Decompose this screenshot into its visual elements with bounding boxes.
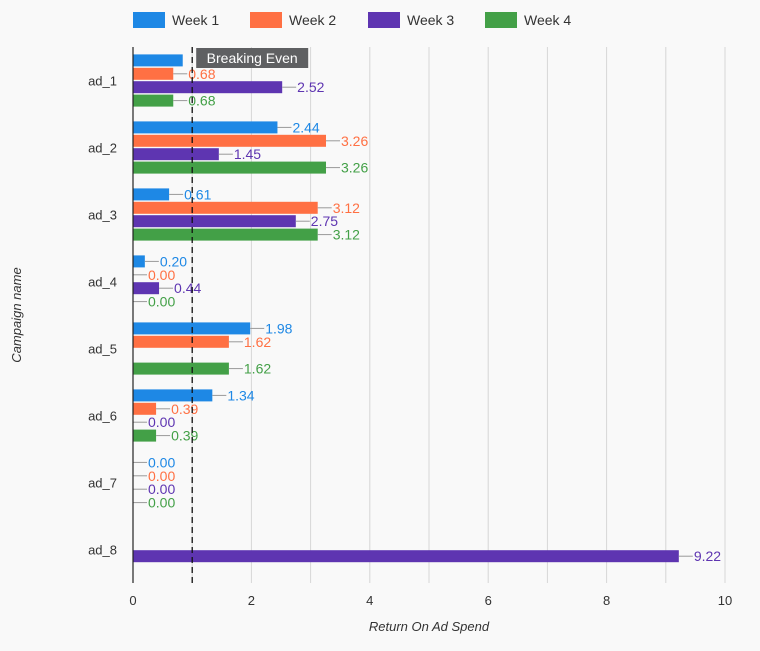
- legend-swatch: [250, 12, 282, 28]
- legend-swatch: [485, 12, 517, 28]
- bar[interactable]: [133, 81, 283, 94]
- axes: 0 2 4 6 8 10 ad_1 ad_2 ad_3 ad_4 ad_5 ad_6 ad_7 ad_8: [88, 47, 732, 608]
- y-tick-label: ad_6: [88, 409, 117, 424]
- bar[interactable]: [133, 215, 296, 228]
- y-tick-label: ad_7: [88, 476, 117, 491]
- data-label: 0.00: [148, 267, 175, 283]
- data-label: 0.00: [148, 495, 175, 511]
- bar[interactable]: [133, 429, 157, 442]
- legend-item[interactable]: Week 1: [172, 12, 219, 28]
- data-label: 0.44: [174, 280, 201, 296]
- legend-item[interactable]: Week 4: [524, 12, 571, 28]
- bars: [133, 54, 679, 563]
- y-tick-label: ad_3: [88, 208, 117, 223]
- bar[interactable]: [133, 161, 326, 174]
- data-label: 1.98: [265, 320, 292, 336]
- data-label: 3.26: [341, 160, 368, 176]
- data-label: 0.00: [148, 294, 175, 310]
- bar[interactable]: [133, 362, 229, 375]
- y-tick-label: ad_4: [88, 275, 117, 290]
- breaking-even-line: Breaking Even: [191, 47, 309, 583]
- y-axis-title: Campaign name: [9, 267, 24, 362]
- y-tick-label: ad_2: [88, 141, 117, 156]
- legend-swatch: [368, 12, 400, 28]
- bar[interactable]: [133, 67, 174, 80]
- bar[interactable]: [133, 134, 326, 147]
- data-label: 0.68: [188, 66, 215, 82]
- bar[interactable]: [133, 255, 145, 268]
- x-tick-label: 0: [129, 593, 136, 608]
- data-label: 0.39: [171, 428, 198, 444]
- bar[interactable]: [133, 389, 213, 402]
- legend-swatch: [133, 12, 165, 28]
- data-label: 1.62: [244, 361, 271, 377]
- data-label: 0.00: [148, 481, 175, 497]
- bar[interactable]: [133, 54, 183, 67]
- data-label: 2.44: [292, 119, 319, 135]
- data-label: 0.20: [160, 253, 187, 269]
- y-tick-label: ad_1: [88, 74, 117, 89]
- x-tick-label: 8: [603, 593, 610, 608]
- x-tick-label: 4: [366, 593, 373, 608]
- data-label: 2.75: [311, 213, 338, 229]
- data-label: 0.00: [148, 414, 175, 430]
- data-label: 0.00: [148, 454, 175, 470]
- bar[interactable]: [133, 94, 174, 107]
- data-label: 1.34: [227, 387, 254, 403]
- bar[interactable]: [133, 402, 157, 415]
- data-label: 1.45: [234, 146, 261, 162]
- bar[interactable]: [133, 282, 160, 295]
- bar[interactable]: [133, 335, 229, 348]
- data-label: 9.22: [694, 548, 721, 564]
- reference-label-bg: [196, 48, 309, 68]
- bar[interactable]: [133, 201, 318, 214]
- x-tick-label: 6: [485, 593, 492, 608]
- y-tick-label: ad_5: [88, 342, 117, 357]
- data-label: 0.68: [188, 93, 215, 109]
- data-label: 3.26: [341, 133, 368, 149]
- legend: Week 1 Week 2 Week 3 Week 4: [133, 12, 571, 28]
- data-label: 3.12: [333, 227, 360, 243]
- bar[interactable]: [133, 228, 318, 241]
- legend-item[interactable]: Week 3: [407, 12, 454, 28]
- data-label: 2.52: [297, 79, 324, 95]
- bar[interactable]: [133, 121, 278, 134]
- data-labels: 2.44 0.61 0.20 1.98 1.34 0.00 0.68 3.26 3.12 0.00…: [133, 66, 721, 564]
- data-label: 0.00: [148, 468, 175, 484]
- bar[interactable]: [133, 550, 679, 563]
- legend-item[interactable]: Week 2: [289, 12, 336, 28]
- bar[interactable]: [133, 148, 219, 161]
- x-tick-label: 10: [718, 593, 732, 608]
- data-label: 3.12: [333, 200, 360, 216]
- bar[interactable]: [133, 188, 170, 201]
- data-label: 1.62: [244, 334, 271, 350]
- x-axis-title: Return On Ad Spend: [369, 619, 490, 634]
- reference-label: Breaking Even: [207, 50, 298, 66]
- x-tick-label: 2: [248, 593, 255, 608]
- y-tick-label: ad_8: [88, 543, 117, 558]
- data-label: 0.61: [184, 186, 211, 202]
